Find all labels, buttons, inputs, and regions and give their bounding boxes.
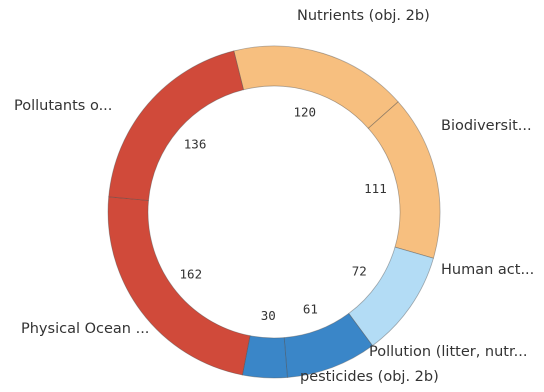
slice-value-label: 61 [303, 301, 318, 316]
slice-category-label: Pollution (litter, nutr... [369, 344, 527, 360]
donut-slice[interactable] [367, 101, 441, 259]
donut-slices [107, 45, 441, 379]
donut-slice[interactable] [283, 312, 373, 378]
slice-value-label: 111 [364, 181, 387, 196]
slice-category-label: Physical Ocean ... [21, 321, 149, 337]
slice-category-label: Nutrients (obj. 2b) [297, 8, 430, 24]
slice-value-label: 72 [352, 264, 367, 279]
slice-category-label: Biodiversit... [441, 118, 532, 134]
slice-value-label: 136 [184, 136, 207, 151]
slice-value-label: 30 [261, 308, 276, 323]
slice-category-label: Pollutants o... [14, 98, 112, 114]
donut-slice[interactable] [233, 45, 399, 129]
slice-category-label: pesticides (obj. 2b) [300, 369, 439, 385]
slice-value-label: 120 [293, 105, 316, 120]
slice-value-labels: 120 111 72 61 30 162 136 [180, 105, 387, 323]
slice-category-labels: Nutrients (obj. 2b) Biodiversit... Human a… [14, 8, 534, 385]
slice-category-label: Human act... [441, 262, 534, 278]
donut-slice[interactable] [107, 196, 251, 376]
slice-value-label: 162 [180, 266, 203, 281]
donut-slice[interactable] [108, 50, 245, 201]
